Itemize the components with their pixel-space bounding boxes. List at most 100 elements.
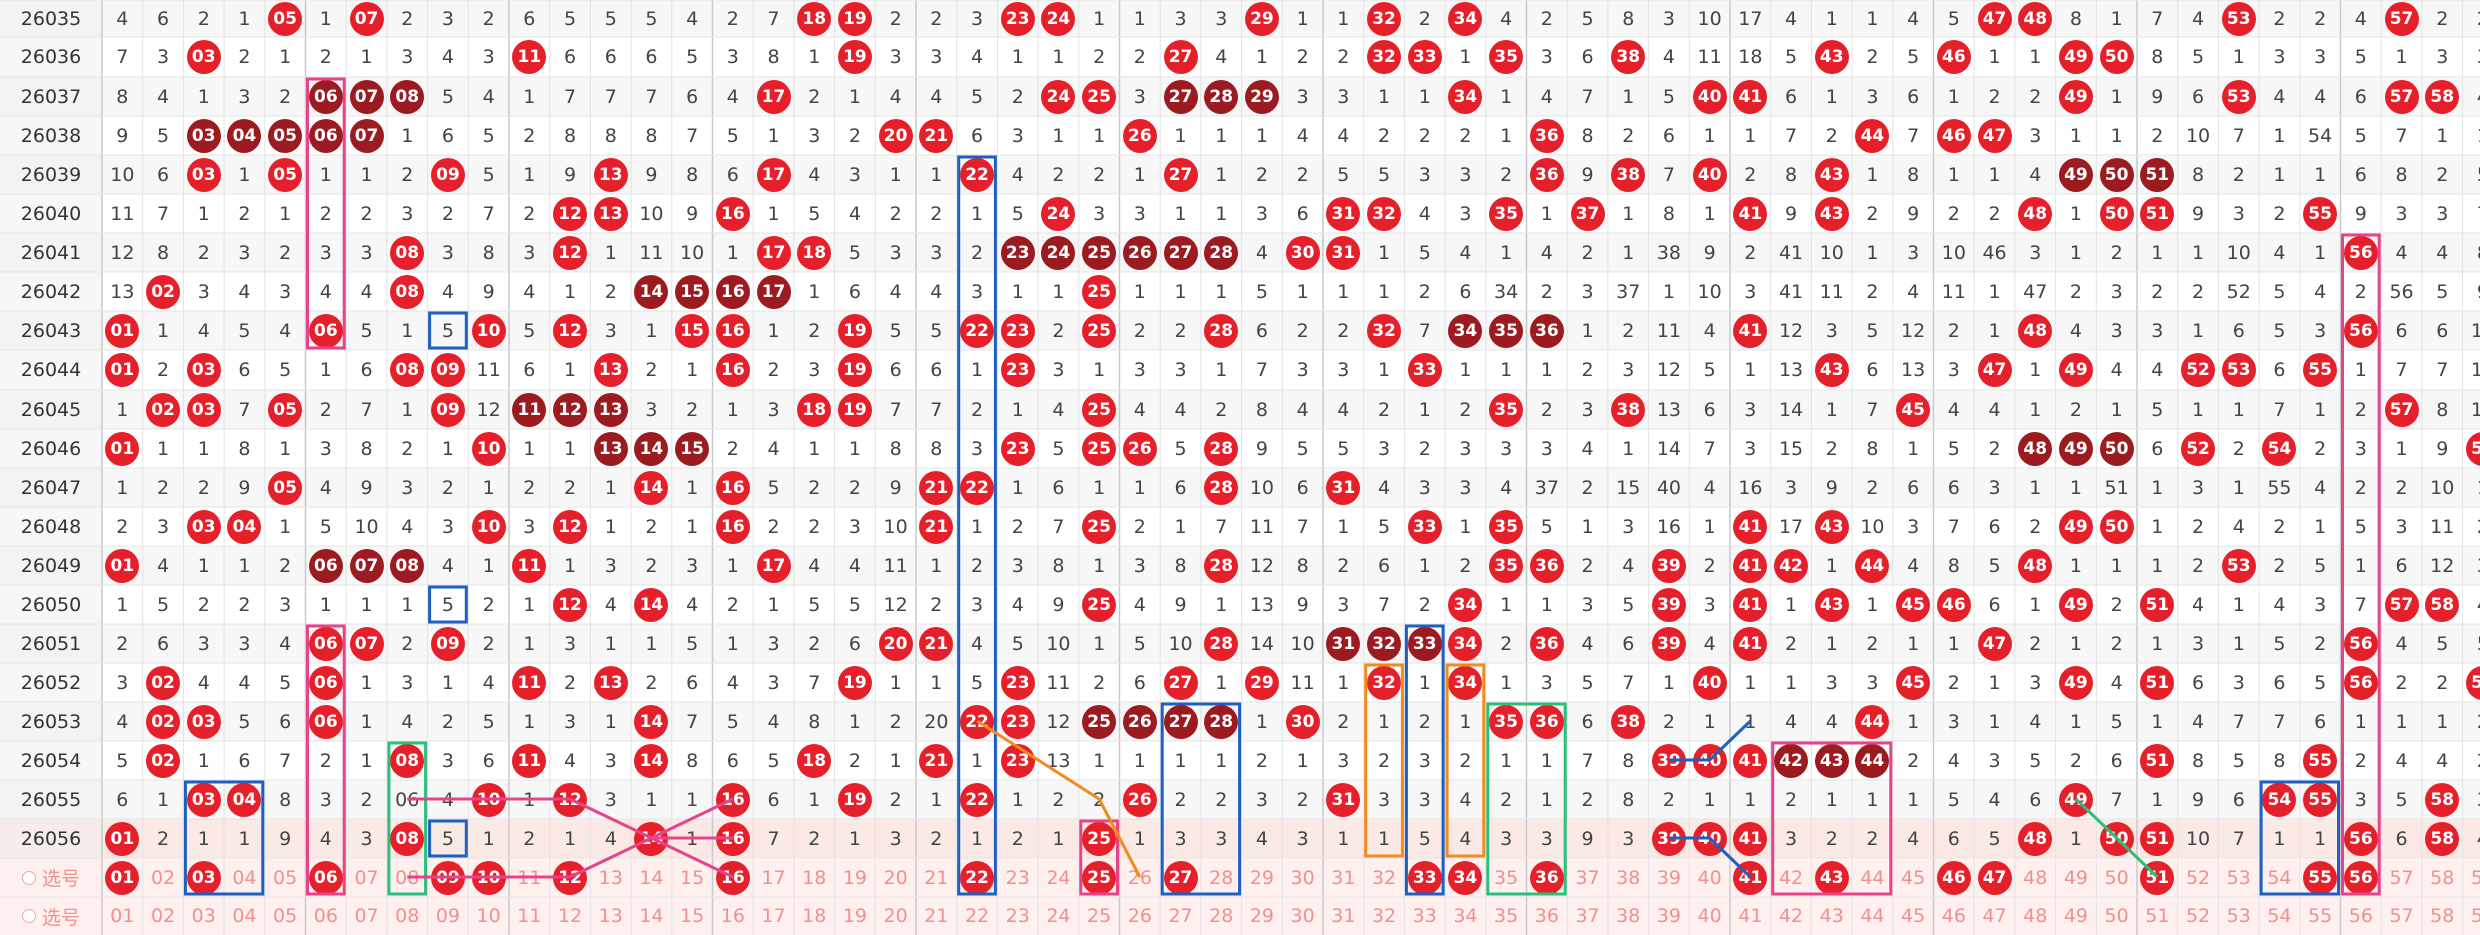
pick-number[interactable]: 57 <box>2389 866 2414 889</box>
pick-number[interactable]: 04 <box>232 905 257 927</box>
pick-number[interactable]: 32 <box>1371 866 1397 889</box>
pick-number[interactable]: 20 <box>883 905 908 927</box>
pick-number[interactable]: 59 <box>2470 866 2480 889</box>
pick-number[interactable]: 31 <box>1331 905 1356 927</box>
pick-ball-selected[interactable]: 56 <box>2343 860 2378 895</box>
pick-number[interactable]: 30 <box>1290 866 1315 889</box>
pick-number[interactable]: 53 <box>2226 905 2251 927</box>
pick-number[interactable]: 58 <box>2430 905 2455 927</box>
pick-number[interactable]: 11 <box>517 905 542 927</box>
pick-ball-selected[interactable]: 12 <box>553 860 588 895</box>
pick-number[interactable]: 59 <box>2470 905 2480 927</box>
pick-number[interactable]: 49 <box>2063 866 2089 889</box>
pick-number[interactable]: 02 <box>150 866 176 889</box>
pick-number[interactable]: 21 <box>924 866 949 889</box>
pick-number[interactable]: 39 <box>1656 866 1682 889</box>
pick-number[interactable]: 38 <box>1616 866 1641 889</box>
pick-number[interactable]: 32 <box>1371 905 1397 927</box>
pick-number[interactable]: 06 <box>313 905 338 927</box>
pick-number[interactable]: 50 <box>2104 866 2129 889</box>
pick-number[interactable]: 54 <box>2267 866 2292 889</box>
pick-number[interactable]: 50 <box>2104 905 2129 927</box>
pick-number[interactable]: 14 <box>639 866 664 889</box>
pick-number[interactable]: 26 <box>1127 866 1152 889</box>
pick-ball-selected[interactable]: 36 <box>1529 860 1564 895</box>
pick-ball-selected[interactable]: 33 <box>1407 860 1442 895</box>
pick-number[interactable]: 35 <box>1494 866 1519 889</box>
pick-number[interactable]: 52 <box>2185 905 2211 927</box>
pick-number[interactable]: 38 <box>1616 905 1641 927</box>
pick-number[interactable]: 17 <box>761 905 786 927</box>
pick-number[interactable]: 15 <box>680 905 705 927</box>
pick-number[interactable]: 27 <box>1168 905 1193 927</box>
select-number-radio[interactable]: 选号 <box>0 858 102 897</box>
pick-number[interactable]: 22 <box>964 905 990 927</box>
pick-number[interactable]: 39 <box>1656 905 1682 927</box>
pick-number[interactable]: 17 <box>761 866 786 889</box>
pick-number[interactable]: 07 <box>354 905 379 927</box>
pick-number[interactable]: 41 <box>1738 905 1763 927</box>
pick-number[interactable]: 08 <box>395 905 420 927</box>
pick-ball-selected[interactable]: 43 <box>1814 860 1849 895</box>
pick-number[interactable]: 19 <box>842 905 868 927</box>
pick-number[interactable]: 42 <box>1778 905 1804 927</box>
pick-number[interactable]: 30 <box>1290 905 1315 927</box>
pick-ball-selected[interactable]: 22 <box>960 860 995 895</box>
pick-ball-selected[interactable]: 09 <box>430 860 465 895</box>
pick-number[interactable]: 35 <box>1494 905 1519 927</box>
pick-number[interactable]: 31 <box>1331 866 1356 889</box>
pick-number[interactable]: 40 <box>1697 905 1722 927</box>
pick-number[interactable]: 08 <box>395 866 420 889</box>
pick-number[interactable]: 16 <box>720 905 745 927</box>
pick-number[interactable]: 14 <box>639 905 664 927</box>
pick-ball-selected[interactable]: 47 <box>1977 860 2012 895</box>
pick-number[interactable]: 48 <box>2023 866 2048 889</box>
pick-ball-selected[interactable]: 06 <box>308 860 343 895</box>
pick-number[interactable]: 33 <box>1412 905 1437 927</box>
pick-number[interactable]: 46 <box>1941 905 1966 927</box>
radio-icon[interactable] <box>21 870 36 885</box>
pick-number[interactable]: 58 <box>2430 866 2455 889</box>
pick-number[interactable]: 55 <box>2308 905 2333 927</box>
pick-number[interactable]: 24 <box>1046 866 1071 889</box>
pick-number[interactable]: 36 <box>1534 905 1559 927</box>
pick-number[interactable]: 52 <box>2185 866 2211 889</box>
pick-number[interactable]: 57 <box>2389 905 2414 927</box>
pick-number[interactable]: 05 <box>273 905 298 927</box>
pick-ball-selected[interactable]: 16 <box>715 860 750 895</box>
pick-number[interactable]: 13 <box>598 905 623 927</box>
pick-number[interactable]: 21 <box>924 905 949 927</box>
pick-ball-selected[interactable]: 55 <box>2303 860 2338 895</box>
pick-number[interactable]: 56 <box>2348 905 2373 927</box>
pick-number[interactable]: 01 <box>110 905 135 927</box>
pick-number[interactable]: 26 <box>1127 905 1152 927</box>
pick-number[interactable]: 54 <box>2267 905 2292 927</box>
pick-number[interactable]: 34 <box>1453 905 1478 927</box>
pick-number[interactable]: 29 <box>1249 866 1275 889</box>
pick-number[interactable]: 37 <box>1575 905 1600 927</box>
pick-number[interactable]: 10 <box>476 905 501 927</box>
radio-icon[interactable] <box>21 909 36 923</box>
pick-number[interactable]: 20 <box>883 866 908 889</box>
pick-number[interactable]: 25 <box>1087 905 1112 927</box>
pick-number[interactable]: 48 <box>2023 905 2048 927</box>
pick-number[interactable]: 44 <box>1860 905 1885 927</box>
pick-number[interactable]: 29 <box>1249 905 1275 927</box>
pick-number[interactable]: 02 <box>150 905 176 927</box>
pick-number[interactable]: 49 <box>2063 905 2089 927</box>
pick-number[interactable]: 07 <box>354 866 379 889</box>
pick-ball-selected[interactable]: 27 <box>1163 860 1198 895</box>
pick-number[interactable]: 51 <box>2145 905 2170 927</box>
pick-number[interactable]: 37 <box>1575 866 1600 889</box>
pick-number[interactable]: 05 <box>273 866 298 889</box>
pick-number[interactable]: 19 <box>842 866 868 889</box>
pick-number[interactable]: 09 <box>435 905 461 927</box>
pick-number[interactable]: 28 <box>1209 905 1234 927</box>
pick-ball-selected[interactable]: 03 <box>186 860 221 895</box>
pick-number[interactable]: 04 <box>232 866 257 889</box>
pick-number[interactable]: 47 <box>1982 905 2007 927</box>
pick-number[interactable]: 11 <box>517 866 542 889</box>
pick-number[interactable]: 24 <box>1046 905 1071 927</box>
pick-number[interactable]: 28 <box>1209 866 1234 889</box>
pick-number[interactable]: 44 <box>1860 866 1885 889</box>
